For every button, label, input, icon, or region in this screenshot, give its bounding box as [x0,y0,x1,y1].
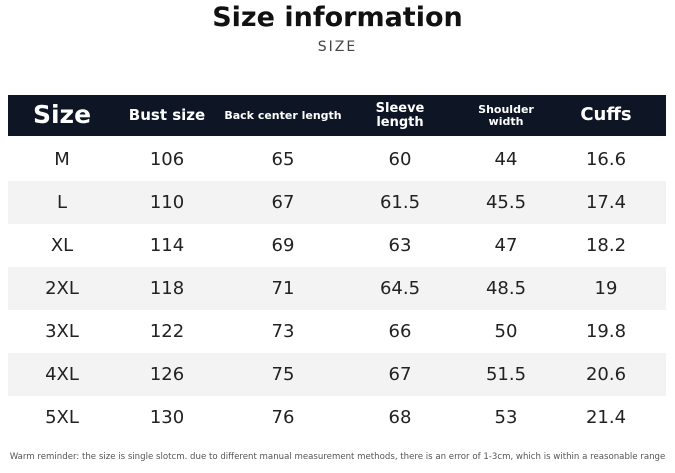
table-cell: 2XL [45,278,79,299]
table-cell: 18.2 [585,235,627,256]
table-cell: 67 [271,192,295,213]
table-cell: 19.8 [585,321,627,342]
table-cell: 118 [149,278,185,299]
table-cell: 20.6 [585,364,627,385]
table-cell: 122 [149,321,185,342]
column-header: Cuffs [580,104,632,126]
table-cell: 110 [149,192,185,213]
table-cell: 63 [388,235,412,256]
table-cell: 106 [149,149,185,170]
table-cell: 50 [494,321,518,342]
footer-note: Warm reminder: the size is single slotcm… [9,452,666,462]
table-cell: M [54,149,70,170]
table-cell: 126 [149,364,185,385]
table-cell: 4XL [45,364,79,385]
table-cell: 53 [494,407,518,428]
table-cell: 69 [271,235,295,256]
table-row [8,181,666,224]
column-header: Back center length [224,108,342,122]
column-header: Bust size [128,105,206,124]
column-header: Size [32,100,92,130]
table-cell: 61.5 [379,192,421,213]
table-cell: 45.5 [485,192,527,213]
table-cell: 44 [494,149,518,170]
table-cell: 19 [594,278,618,299]
table-header [8,95,666,136]
table-cell: 68 [388,407,412,428]
table-cell: 75 [271,364,295,385]
column-header: Shoulder width [478,102,534,128]
table-cell: 51.5 [485,364,527,385]
table-cell: L [56,192,68,213]
table-row [8,267,666,310]
table-cell: 66 [388,321,412,342]
table-cell: 60 [388,149,412,170]
table-cell: 73 [271,321,295,342]
table-row [8,353,666,396]
table-cell: 17.4 [585,192,627,213]
table-cell: 5XL [45,407,79,428]
column-header: Sleeve length [375,100,425,130]
table-cell: 21.4 [585,407,627,428]
table-cell: 76 [271,407,295,428]
table-cell: 130 [149,407,185,428]
table-cell: 65 [271,149,295,170]
table-cell: 67 [388,364,412,385]
table-cell: 48.5 [485,278,527,299]
table-cell: 16.6 [585,149,627,170]
table-cell: 47 [494,235,518,256]
table-cell: 64.5 [379,278,421,299]
table-cell: 71 [271,278,295,299]
table-cell: 114 [149,235,185,256]
title: Size information [212,2,463,33]
table-cell: XL [50,235,74,256]
subtitle: SIZE [317,39,358,55]
table-cell: 3XL [45,321,79,342]
